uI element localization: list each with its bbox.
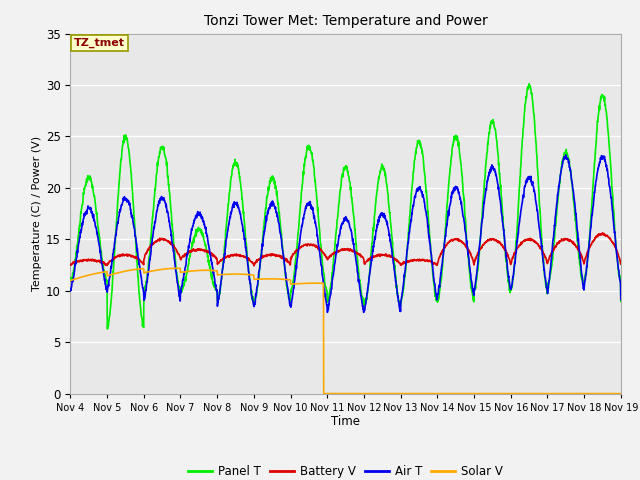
Legend: Panel T, Battery V, Air T, Solar V: Panel T, Battery V, Air T, Solar V bbox=[184, 461, 508, 480]
Text: TZ_tmet: TZ_tmet bbox=[74, 38, 125, 48]
Y-axis label: Temperature (C) / Power (V): Temperature (C) / Power (V) bbox=[31, 136, 42, 291]
X-axis label: Time: Time bbox=[331, 415, 360, 429]
Title: Tonzi Tower Met: Temperature and Power: Tonzi Tower Met: Temperature and Power bbox=[204, 14, 488, 28]
